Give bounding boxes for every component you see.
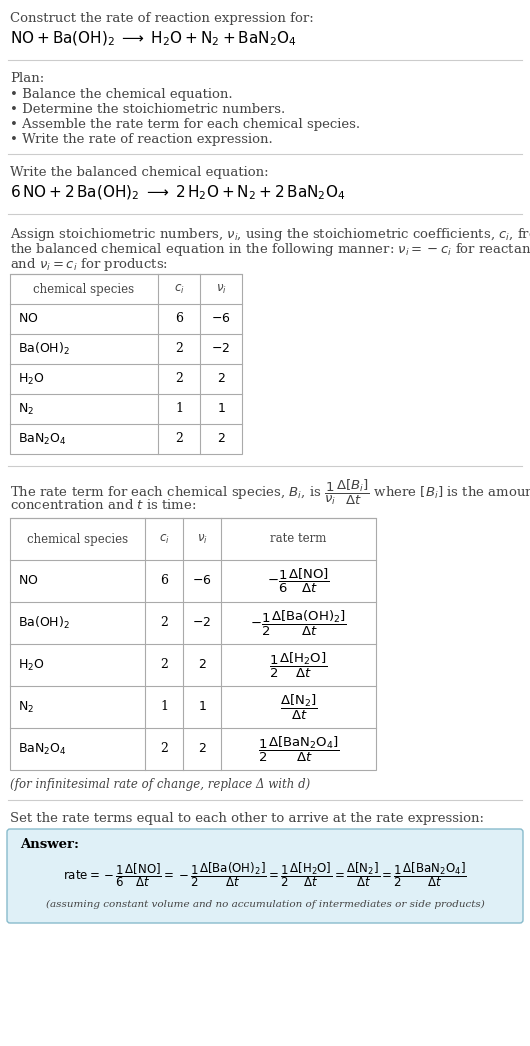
Text: 1: 1 — [175, 403, 183, 415]
Text: $\mathrm{N_2}$: $\mathrm{N_2}$ — [18, 700, 34, 714]
Text: $2$: $2$ — [198, 743, 206, 755]
Text: $\mathrm{6\,NO + 2\,Ba(OH)_2 \;\longrightarrow\; 2\,H_2O + N_2 + 2\,BaN_2O_4}$: $\mathrm{6\,NO + 2\,Ba(OH)_2 \;\longrigh… — [10, 184, 346, 202]
Text: 2: 2 — [160, 743, 168, 755]
Text: $-6$: $-6$ — [192, 574, 212, 588]
Text: $-2$: $-2$ — [192, 616, 211, 630]
Text: $1$: $1$ — [217, 403, 225, 415]
Text: $\dfrac{1}{2}\dfrac{\Delta[\mathrm{H_2O}]}{\Delta t}$: $\dfrac{1}{2}\dfrac{\Delta[\mathrm{H_2O}… — [269, 651, 328, 680]
Text: Assign stoichiometric numbers, $\nu_i$, using the stoichiometric coefficients, $: Assign stoichiometric numbers, $\nu_i$, … — [10, 226, 530, 243]
Text: rate term: rate term — [270, 532, 326, 546]
Text: $\mathrm{N_2}$: $\mathrm{N_2}$ — [18, 402, 34, 416]
Text: $2$: $2$ — [217, 432, 225, 446]
Bar — [10, 274, 242, 454]
Text: • Determine the stoichiometric numbers.: • Determine the stoichiometric numbers. — [10, 103, 285, 116]
Text: and $\nu_i = c_i$ for products:: and $\nu_i = c_i$ for products: — [10, 256, 168, 273]
Text: $c_i$: $c_i$ — [158, 532, 170, 546]
Text: Write the balanced chemical equation:: Write the balanced chemical equation: — [10, 166, 269, 179]
Text: $-\dfrac{1}{2}\dfrac{\Delta[\mathrm{Ba(OH)_2}]}{\Delta t}$: $-\dfrac{1}{2}\dfrac{\Delta[\mathrm{Ba(O… — [250, 609, 347, 638]
Text: $\nu_i$: $\nu_i$ — [216, 282, 226, 296]
Text: $\mathrm{rate} = -\dfrac{1}{6}\dfrac{\Delta[\mathrm{NO}]}{\Delta t} = -\dfrac{1}: $\mathrm{rate} = -\dfrac{1}{6}\dfrac{\De… — [63, 860, 467, 889]
Text: 2: 2 — [160, 659, 168, 672]
Text: Construct the rate of reaction expression for:: Construct the rate of reaction expressio… — [10, 12, 314, 25]
Text: 6: 6 — [175, 313, 183, 325]
Text: 2: 2 — [175, 372, 183, 386]
Text: 2: 2 — [160, 616, 168, 630]
Text: chemical species: chemical species — [27, 532, 128, 546]
Text: chemical species: chemical species — [33, 282, 135, 296]
Text: Answer:: Answer: — [20, 838, 79, 851]
Bar — [10, 518, 376, 770]
Text: the balanced chemical equation in the following manner: $\nu_i = -c_i$ for react: the balanced chemical equation in the fo… — [10, 241, 530, 258]
Text: (assuming constant volume and no accumulation of intermediates or side products): (assuming constant volume and no accumul… — [46, 900, 484, 909]
Text: $-6$: $-6$ — [211, 313, 231, 325]
Text: $2$: $2$ — [217, 372, 225, 386]
Text: $-2$: $-2$ — [211, 342, 231, 356]
Text: $\mathrm{Ba(OH)_2}$: $\mathrm{Ba(OH)_2}$ — [18, 615, 70, 631]
Text: $-\dfrac{1}{6}\dfrac{\Delta[\mathrm{NO}]}{\Delta t}$: $-\dfrac{1}{6}\dfrac{\Delta[\mathrm{NO}]… — [267, 567, 330, 595]
Text: $\dfrac{\Delta[\mathrm{N_2}]}{\Delta t}$: $\dfrac{\Delta[\mathrm{N_2}]}{\Delta t}$ — [280, 692, 317, 722]
Text: $1$: $1$ — [198, 701, 206, 713]
Text: Set the rate terms equal to each other to arrive at the rate expression:: Set the rate terms equal to each other t… — [10, 812, 484, 825]
Text: 2: 2 — [175, 342, 183, 356]
Text: Plan:: Plan: — [10, 72, 44, 85]
Text: $\mathrm{Ba(OH)_2}$: $\mathrm{Ba(OH)_2}$ — [18, 341, 70, 357]
Text: $\mathrm{H_2O}$: $\mathrm{H_2O}$ — [18, 371, 45, 387]
Text: $2$: $2$ — [198, 659, 206, 672]
Text: $\mathrm{NO}$: $\mathrm{NO}$ — [18, 574, 39, 588]
Text: 6: 6 — [160, 574, 168, 588]
Text: • Write the rate of reaction expression.: • Write the rate of reaction expression. — [10, 133, 273, 146]
Text: • Balance the chemical equation.: • Balance the chemical equation. — [10, 88, 233, 101]
Text: The rate term for each chemical species, $B_i$, is $\dfrac{1}{\nu_i}\dfrac{\Delt: The rate term for each chemical species,… — [10, 478, 530, 507]
Text: 2: 2 — [175, 432, 183, 446]
Text: $c_i$: $c_i$ — [174, 282, 184, 296]
Text: concentration and $t$ is time:: concentration and $t$ is time: — [10, 498, 197, 511]
Text: $\dfrac{1}{2}\dfrac{\Delta[\mathrm{BaN_2O_4}]}{\Delta t}$: $\dfrac{1}{2}\dfrac{\Delta[\mathrm{BaN_2… — [258, 734, 339, 764]
Text: (for infinitesimal rate of change, replace Δ with d): (for infinitesimal rate of change, repla… — [10, 778, 310, 791]
Text: $\mathrm{NO + Ba(OH)_2 \;\longrightarrow\; H_2O + N_2 + BaN_2O_4}$: $\mathrm{NO + Ba(OH)_2 \;\longrightarrow… — [10, 30, 297, 48]
Text: 1: 1 — [160, 701, 168, 713]
FancyBboxPatch shape — [7, 829, 523, 923]
Text: $\nu_i$: $\nu_i$ — [197, 532, 207, 546]
Text: $\mathrm{BaN_2O_4}$: $\mathrm{BaN_2O_4}$ — [18, 742, 67, 756]
Text: • Assemble the rate term for each chemical species.: • Assemble the rate term for each chemic… — [10, 118, 360, 131]
Text: $\mathrm{NO}$: $\mathrm{NO}$ — [18, 313, 39, 325]
Text: $\mathrm{H_2O}$: $\mathrm{H_2O}$ — [18, 658, 45, 673]
Text: $\mathrm{BaN_2O_4}$: $\mathrm{BaN_2O_4}$ — [18, 431, 67, 447]
